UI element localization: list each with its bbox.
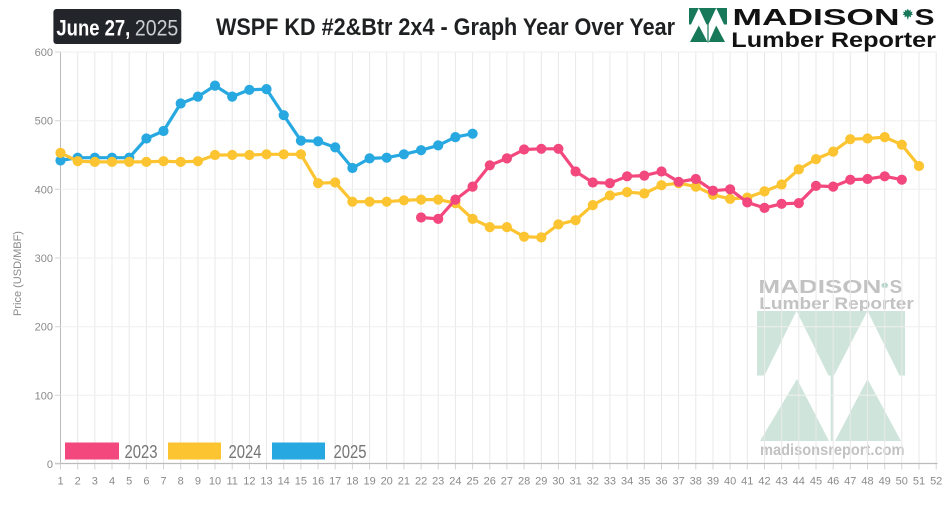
svg-text:500: 500 [35, 116, 53, 128]
svg-text:33: 33 [604, 476, 616, 488]
svg-text:47: 47 [844, 476, 856, 488]
svg-text:22: 22 [415, 476, 427, 488]
svg-text:49: 49 [879, 476, 891, 488]
svg-text:25: 25 [466, 476, 478, 488]
svg-text:52: 52 [930, 476, 942, 488]
svg-text:8: 8 [178, 476, 184, 488]
svg-text:100: 100 [35, 390, 53, 402]
svg-text:2025: 2025 [135, 16, 178, 41]
svg-text:7: 7 [160, 476, 166, 488]
svg-text:37: 37 [672, 476, 684, 488]
svg-text:43: 43 [775, 476, 787, 488]
svg-text:20: 20 [381, 476, 393, 488]
svg-text:300: 300 [35, 253, 53, 265]
svg-text:14: 14 [278, 476, 290, 488]
svg-text:41: 41 [741, 476, 753, 488]
svg-text:200: 200 [35, 322, 53, 334]
svg-text:Price (USD/MBF): Price (USD/MBF) [12, 231, 24, 316]
svg-text:30: 30 [552, 476, 564, 488]
svg-text:48: 48 [861, 476, 873, 488]
svg-text:27: 27 [501, 476, 513, 488]
svg-text:46: 46 [827, 476, 839, 488]
svg-text:S: S [890, 276, 903, 297]
svg-text:24: 24 [449, 476, 461, 488]
svg-text:26: 26 [484, 476, 496, 488]
svg-text:38: 38 [690, 476, 702, 488]
svg-text:2: 2 [75, 476, 81, 488]
svg-text:44: 44 [793, 476, 805, 488]
svg-text:12: 12 [243, 476, 255, 488]
svg-text:Lumber Reporter: Lumber Reporter [731, 29, 936, 52]
svg-text:S: S [915, 4, 935, 30]
svg-text:400: 400 [35, 184, 53, 196]
svg-text:600: 600 [35, 47, 53, 59]
svg-text:2025: 2025 [334, 441, 367, 462]
svg-text:WSPF KD #2&Btr 2x4 - Graph Yea: WSPF KD #2&Btr 2x4 - Graph Year Over Yea… [216, 14, 675, 41]
svg-text:9: 9 [195, 476, 201, 488]
svg-text:madisonsreport.com: madisonsreport.com [760, 442, 905, 459]
svg-text:17: 17 [329, 476, 341, 488]
svg-text:1: 1 [57, 476, 63, 488]
svg-text:28: 28 [518, 476, 530, 488]
svg-text:MADISON: MADISON [733, 4, 900, 30]
svg-text:19: 19 [363, 476, 375, 488]
svg-text:42: 42 [758, 476, 770, 488]
svg-text:2023: 2023 [125, 441, 158, 462]
svg-text:0: 0 [47, 459, 53, 471]
svg-text:36: 36 [655, 476, 667, 488]
svg-text:6: 6 [143, 476, 149, 488]
svg-text:3: 3 [92, 476, 98, 488]
svg-text:51: 51 [913, 476, 925, 488]
svg-text:2024: 2024 [229, 441, 262, 462]
svg-text:35: 35 [638, 476, 650, 488]
svg-text:45: 45 [810, 476, 822, 488]
svg-text:39: 39 [707, 476, 719, 488]
svg-text:21: 21 [398, 476, 410, 488]
svg-text:34: 34 [621, 476, 633, 488]
svg-text:4: 4 [109, 476, 115, 488]
svg-text:31: 31 [569, 476, 581, 488]
svg-text:18: 18 [346, 476, 358, 488]
svg-text:Lumber Reporter: Lumber Reporter [759, 295, 914, 313]
svg-text:11: 11 [226, 476, 237, 488]
svg-text:16: 16 [312, 476, 324, 488]
svg-text:23: 23 [432, 476, 444, 488]
svg-text:29: 29 [535, 476, 547, 488]
svg-text:13: 13 [260, 476, 272, 488]
svg-text:50: 50 [896, 476, 908, 488]
svg-text:10: 10 [209, 476, 221, 488]
svg-text:June 27,: June 27, [56, 16, 130, 41]
svg-text:32: 32 [587, 476, 599, 488]
svg-text:40: 40 [724, 476, 736, 488]
svg-text:15: 15 [295, 476, 307, 488]
svg-text:5: 5 [126, 476, 132, 488]
